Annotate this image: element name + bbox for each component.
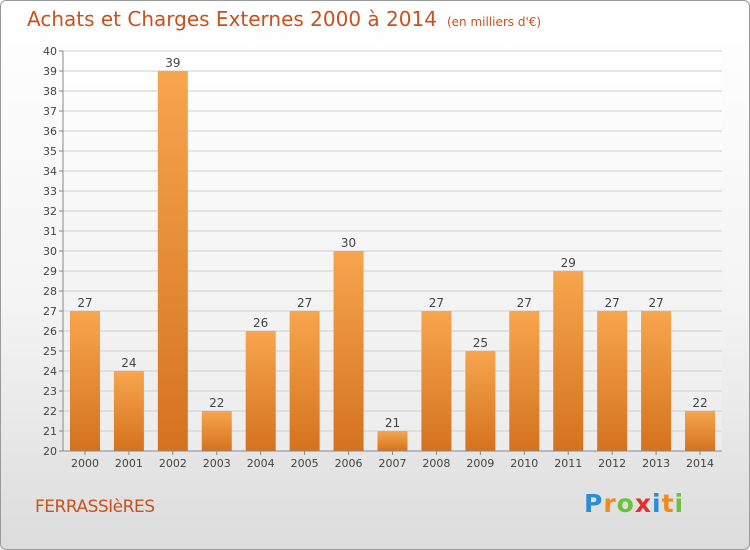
bar bbox=[641, 311, 672, 451]
y-tick-label: 23 bbox=[43, 385, 57, 398]
logo-letter: o bbox=[616, 489, 635, 518]
y-tick-label: 34 bbox=[43, 165, 57, 178]
bar-value-label: 27 bbox=[297, 296, 312, 310]
bar bbox=[509, 311, 540, 451]
x-tick-label: 2011 bbox=[554, 457, 582, 470]
x-tick-label: 2003 bbox=[203, 457, 231, 470]
bar-value-label: 27 bbox=[429, 296, 444, 310]
y-tick-label: 37 bbox=[43, 105, 57, 118]
bar bbox=[113, 371, 144, 451]
bar-value-label: 27 bbox=[77, 296, 92, 310]
x-tick-label: 2012 bbox=[598, 457, 626, 470]
bar bbox=[465, 351, 496, 451]
x-tick-label: 2006 bbox=[335, 457, 363, 470]
bar-value-label: 24 bbox=[121, 356, 136, 370]
bar bbox=[421, 311, 452, 451]
y-tick-label: 20 bbox=[43, 445, 57, 458]
logo-letter: t bbox=[661, 489, 675, 518]
bar-value-label: 26 bbox=[253, 316, 268, 330]
bar-value-label: 22 bbox=[692, 396, 707, 410]
chart-unit: (en milliers d'€) bbox=[446, 15, 542, 29]
bar bbox=[201, 411, 232, 451]
y-tick-label: 21 bbox=[43, 425, 57, 438]
x-tick-label: 2001 bbox=[115, 457, 143, 470]
x-tick-label: 2007 bbox=[379, 457, 407, 470]
bar bbox=[69, 311, 100, 451]
chart-title: Achats et Charges Externes 2000 à 2014 (e… bbox=[27, 7, 541, 31]
x-tick-label: 2004 bbox=[247, 457, 275, 470]
y-tick-label: 35 bbox=[43, 145, 57, 158]
y-axis: 20 21 22 23 24 25 26 27 28 29 30 31 32 33 34 35 36 37 38 39… bbox=[43, 45, 64, 458]
y-tick-label: 24 bbox=[43, 365, 57, 378]
bar bbox=[553, 271, 584, 451]
y-tick-label: 30 bbox=[43, 245, 57, 258]
y-tick-label: 33 bbox=[43, 185, 57, 198]
bar-value-label: 27 bbox=[517, 296, 532, 310]
bar-value-label: 39 bbox=[165, 56, 180, 70]
proxiti-logo[interactable]: Proxiti bbox=[584, 489, 684, 518]
x-tick-label: 2013 bbox=[642, 457, 670, 470]
logo-letter: P bbox=[584, 489, 604, 518]
y-tick-label: 22 bbox=[43, 405, 57, 418]
y-tick-label: 31 bbox=[43, 225, 57, 238]
bars: 27 24 39 22 26 27 30 21 27 25 27 29 27 27 22 bbox=[69, 56, 716, 451]
bar-value-label: 29 bbox=[561, 256, 576, 270]
bar-value-label: 21 bbox=[385, 416, 400, 430]
x-tick-label: 2000 bbox=[71, 457, 99, 470]
bar bbox=[157, 71, 188, 451]
y-tick-label: 29 bbox=[43, 265, 57, 278]
logo-letter: r bbox=[603, 489, 617, 518]
chart-title-text: Achats et Charges Externes 2000 à 2014 bbox=[27, 7, 437, 31]
x-tick-label: 2002 bbox=[159, 457, 187, 470]
bar bbox=[289, 311, 320, 451]
bar-value-label: 27 bbox=[648, 296, 663, 310]
x-tick-label: 2008 bbox=[422, 457, 450, 470]
y-tick-label: 40 bbox=[43, 45, 57, 58]
x-tick-label: 2010 bbox=[510, 457, 538, 470]
x-tick-label: 2009 bbox=[466, 457, 494, 470]
y-tick-label: 32 bbox=[43, 205, 57, 218]
bar-value-label: 30 bbox=[341, 236, 356, 250]
logo-letter: i bbox=[652, 489, 662, 518]
bar-value-label: 22 bbox=[209, 396, 224, 410]
logo-letter: i bbox=[674, 489, 685, 518]
logo-letter: x bbox=[634, 489, 652, 518]
x-tick-label: 2014 bbox=[686, 457, 714, 470]
x-tick-label: 2005 bbox=[291, 457, 319, 470]
y-tick-label: 27 bbox=[43, 305, 57, 318]
y-tick-label: 38 bbox=[43, 85, 57, 98]
bar bbox=[333, 251, 364, 451]
bar-value-label: 25 bbox=[473, 336, 488, 350]
bar bbox=[685, 411, 716, 451]
y-tick-label: 26 bbox=[43, 325, 57, 338]
bar bbox=[597, 311, 628, 451]
y-tick-label: 36 bbox=[43, 125, 57, 138]
bar bbox=[377, 431, 408, 451]
x-axis: 2000 2001 2002 2003 2004 2005 2006 2007 2008 2009… bbox=[63, 450, 722, 470]
y-tick-label: 25 bbox=[43, 345, 57, 358]
bar-value-label: 27 bbox=[605, 296, 620, 310]
commune-name: FERRASSIèRES bbox=[35, 497, 155, 517]
bar bbox=[245, 331, 276, 451]
y-tick-label: 28 bbox=[43, 285, 57, 298]
y-tick-label: 39 bbox=[43, 65, 57, 78]
